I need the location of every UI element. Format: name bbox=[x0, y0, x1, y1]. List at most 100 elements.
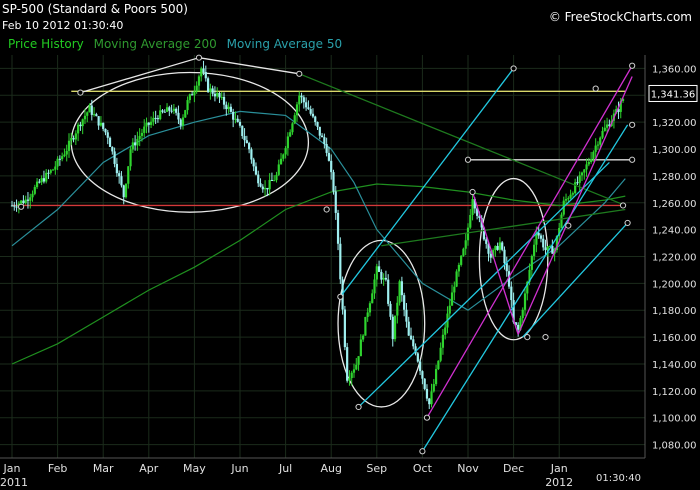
price-bar-body bbox=[108, 137, 112, 147]
price-bar-body bbox=[99, 122, 103, 126]
price-bar-body bbox=[222, 96, 226, 105]
price-bar-body bbox=[38, 181, 41, 183]
price-bar-body bbox=[314, 116, 317, 123]
price-bar-body bbox=[323, 137, 326, 145]
price-bar-body bbox=[530, 255, 533, 270]
price-bar-body bbox=[104, 128, 107, 133]
price-bar-body bbox=[311, 113, 315, 117]
price-bar-body bbox=[590, 158, 593, 162]
price-bar-body bbox=[227, 106, 230, 110]
price-bar-body bbox=[560, 214, 563, 228]
price-bar-body bbox=[526, 281, 529, 294]
anchor-marker bbox=[592, 85, 599, 92]
price-bar-body bbox=[298, 95, 301, 105]
price-bar-body bbox=[352, 369, 356, 373]
price-bar-body bbox=[430, 391, 433, 405]
price-bar-body bbox=[284, 148, 287, 155]
price-bar-body bbox=[15, 206, 18, 208]
y-tick-label: 1,320.00 bbox=[652, 118, 697, 129]
price-bar-body bbox=[398, 281, 401, 303]
price-bar-body bbox=[51, 169, 55, 171]
price-bar-body bbox=[462, 248, 465, 256]
trend-line bbox=[80, 57, 200, 94]
price-bar-body bbox=[448, 305, 451, 314]
anchor-marker bbox=[464, 156, 472, 163]
price-bar-body bbox=[35, 181, 39, 188]
anchor-marker bbox=[423, 414, 431, 421]
price-bar-body bbox=[232, 111, 235, 120]
price-bar-body bbox=[439, 347, 442, 361]
y-tick-label: 1,200.00 bbox=[652, 279, 697, 290]
anchor-marker bbox=[629, 121, 636, 128]
anchor-marker bbox=[619, 202, 627, 209]
price-bar-body bbox=[423, 378, 426, 389]
price-bar-body bbox=[551, 245, 554, 254]
price-bar-body bbox=[576, 182, 579, 184]
price-bar-body bbox=[373, 279, 376, 294]
price-bar-body bbox=[275, 174, 278, 181]
price-bar-body bbox=[106, 132, 109, 138]
legend-price-history[interactable]: Price History bbox=[8, 37, 84, 51]
price-bar-body bbox=[419, 361, 422, 372]
price-bar-body bbox=[473, 199, 476, 209]
price-bar-body bbox=[211, 88, 214, 94]
price-bar-body bbox=[47, 172, 50, 174]
price-bar-body bbox=[252, 159, 255, 167]
price-bar-body bbox=[77, 124, 80, 134]
price-bar-body bbox=[307, 107, 310, 110]
year-label: 2011 bbox=[0, 476, 28, 489]
price-bar-body bbox=[558, 227, 561, 236]
x-tick-label: Feb bbox=[48, 462, 67, 475]
price-bar-body bbox=[596, 144, 600, 146]
price-bar-body bbox=[29, 197, 32, 201]
trend-line bbox=[471, 191, 519, 335]
price-bar-body bbox=[216, 92, 219, 97]
price-bar-body bbox=[599, 137, 602, 145]
price-bar-body bbox=[143, 126, 146, 133]
price-bar-body bbox=[391, 316, 394, 340]
price-bar-body bbox=[111, 146, 114, 152]
x-tick-label: May bbox=[183, 462, 206, 475]
y-tick-label: 1,160.00 bbox=[652, 333, 697, 344]
price-bar-body bbox=[241, 125, 244, 136]
price-bar-body bbox=[186, 100, 189, 111]
price-bar-body bbox=[587, 161, 590, 165]
y-tick-label: 1,180.00 bbox=[652, 306, 697, 317]
legend-ma200[interactable]: Moving Average 200 bbox=[93, 37, 217, 51]
y-tick-label: 1,220.00 bbox=[652, 253, 697, 264]
price-bar-body bbox=[421, 371, 424, 379]
price-bar-body bbox=[263, 187, 267, 190]
price-bar-body bbox=[49, 170, 52, 173]
brand-label[interactable]: © FreeStockCharts.com bbox=[548, 10, 692, 24]
price-bar-body bbox=[218, 92, 221, 98]
price-bar-body bbox=[129, 149, 132, 167]
price-bar-body bbox=[542, 238, 545, 248]
price-bar-body bbox=[393, 315, 397, 340]
trend-line bbox=[381, 208, 626, 247]
price-bar-body bbox=[248, 143, 251, 150]
legend-ma50[interactable]: Moving Average 50 bbox=[226, 37, 343, 51]
price-bar-body bbox=[220, 96, 223, 98]
price-bar-body bbox=[594, 145, 597, 152]
price-bar-body bbox=[127, 166, 130, 184]
price-bar-body bbox=[537, 232, 540, 236]
price-bar-body bbox=[457, 264, 460, 272]
price-bar-body bbox=[257, 174, 260, 184]
price-bar-body bbox=[13, 205, 16, 207]
y-tick-label: 1,120.00 bbox=[652, 387, 697, 398]
price-bar-body bbox=[154, 117, 157, 119]
price-bar-body bbox=[578, 175, 581, 183]
price-bar-body bbox=[318, 126, 321, 136]
price-bar-body bbox=[163, 111, 166, 113]
price-bar-body bbox=[487, 243, 490, 254]
price-bar-body bbox=[380, 271, 383, 280]
price-bar-body bbox=[81, 119, 84, 127]
price-bar-body bbox=[172, 108, 175, 111]
price-bar-body bbox=[175, 108, 178, 113]
price-bar-body bbox=[286, 136, 289, 149]
price-bar-body bbox=[357, 356, 360, 365]
price-bar-body bbox=[245, 140, 248, 144]
moving-average-50 bbox=[11, 110, 626, 311]
price-bar-body bbox=[170, 110, 173, 112]
